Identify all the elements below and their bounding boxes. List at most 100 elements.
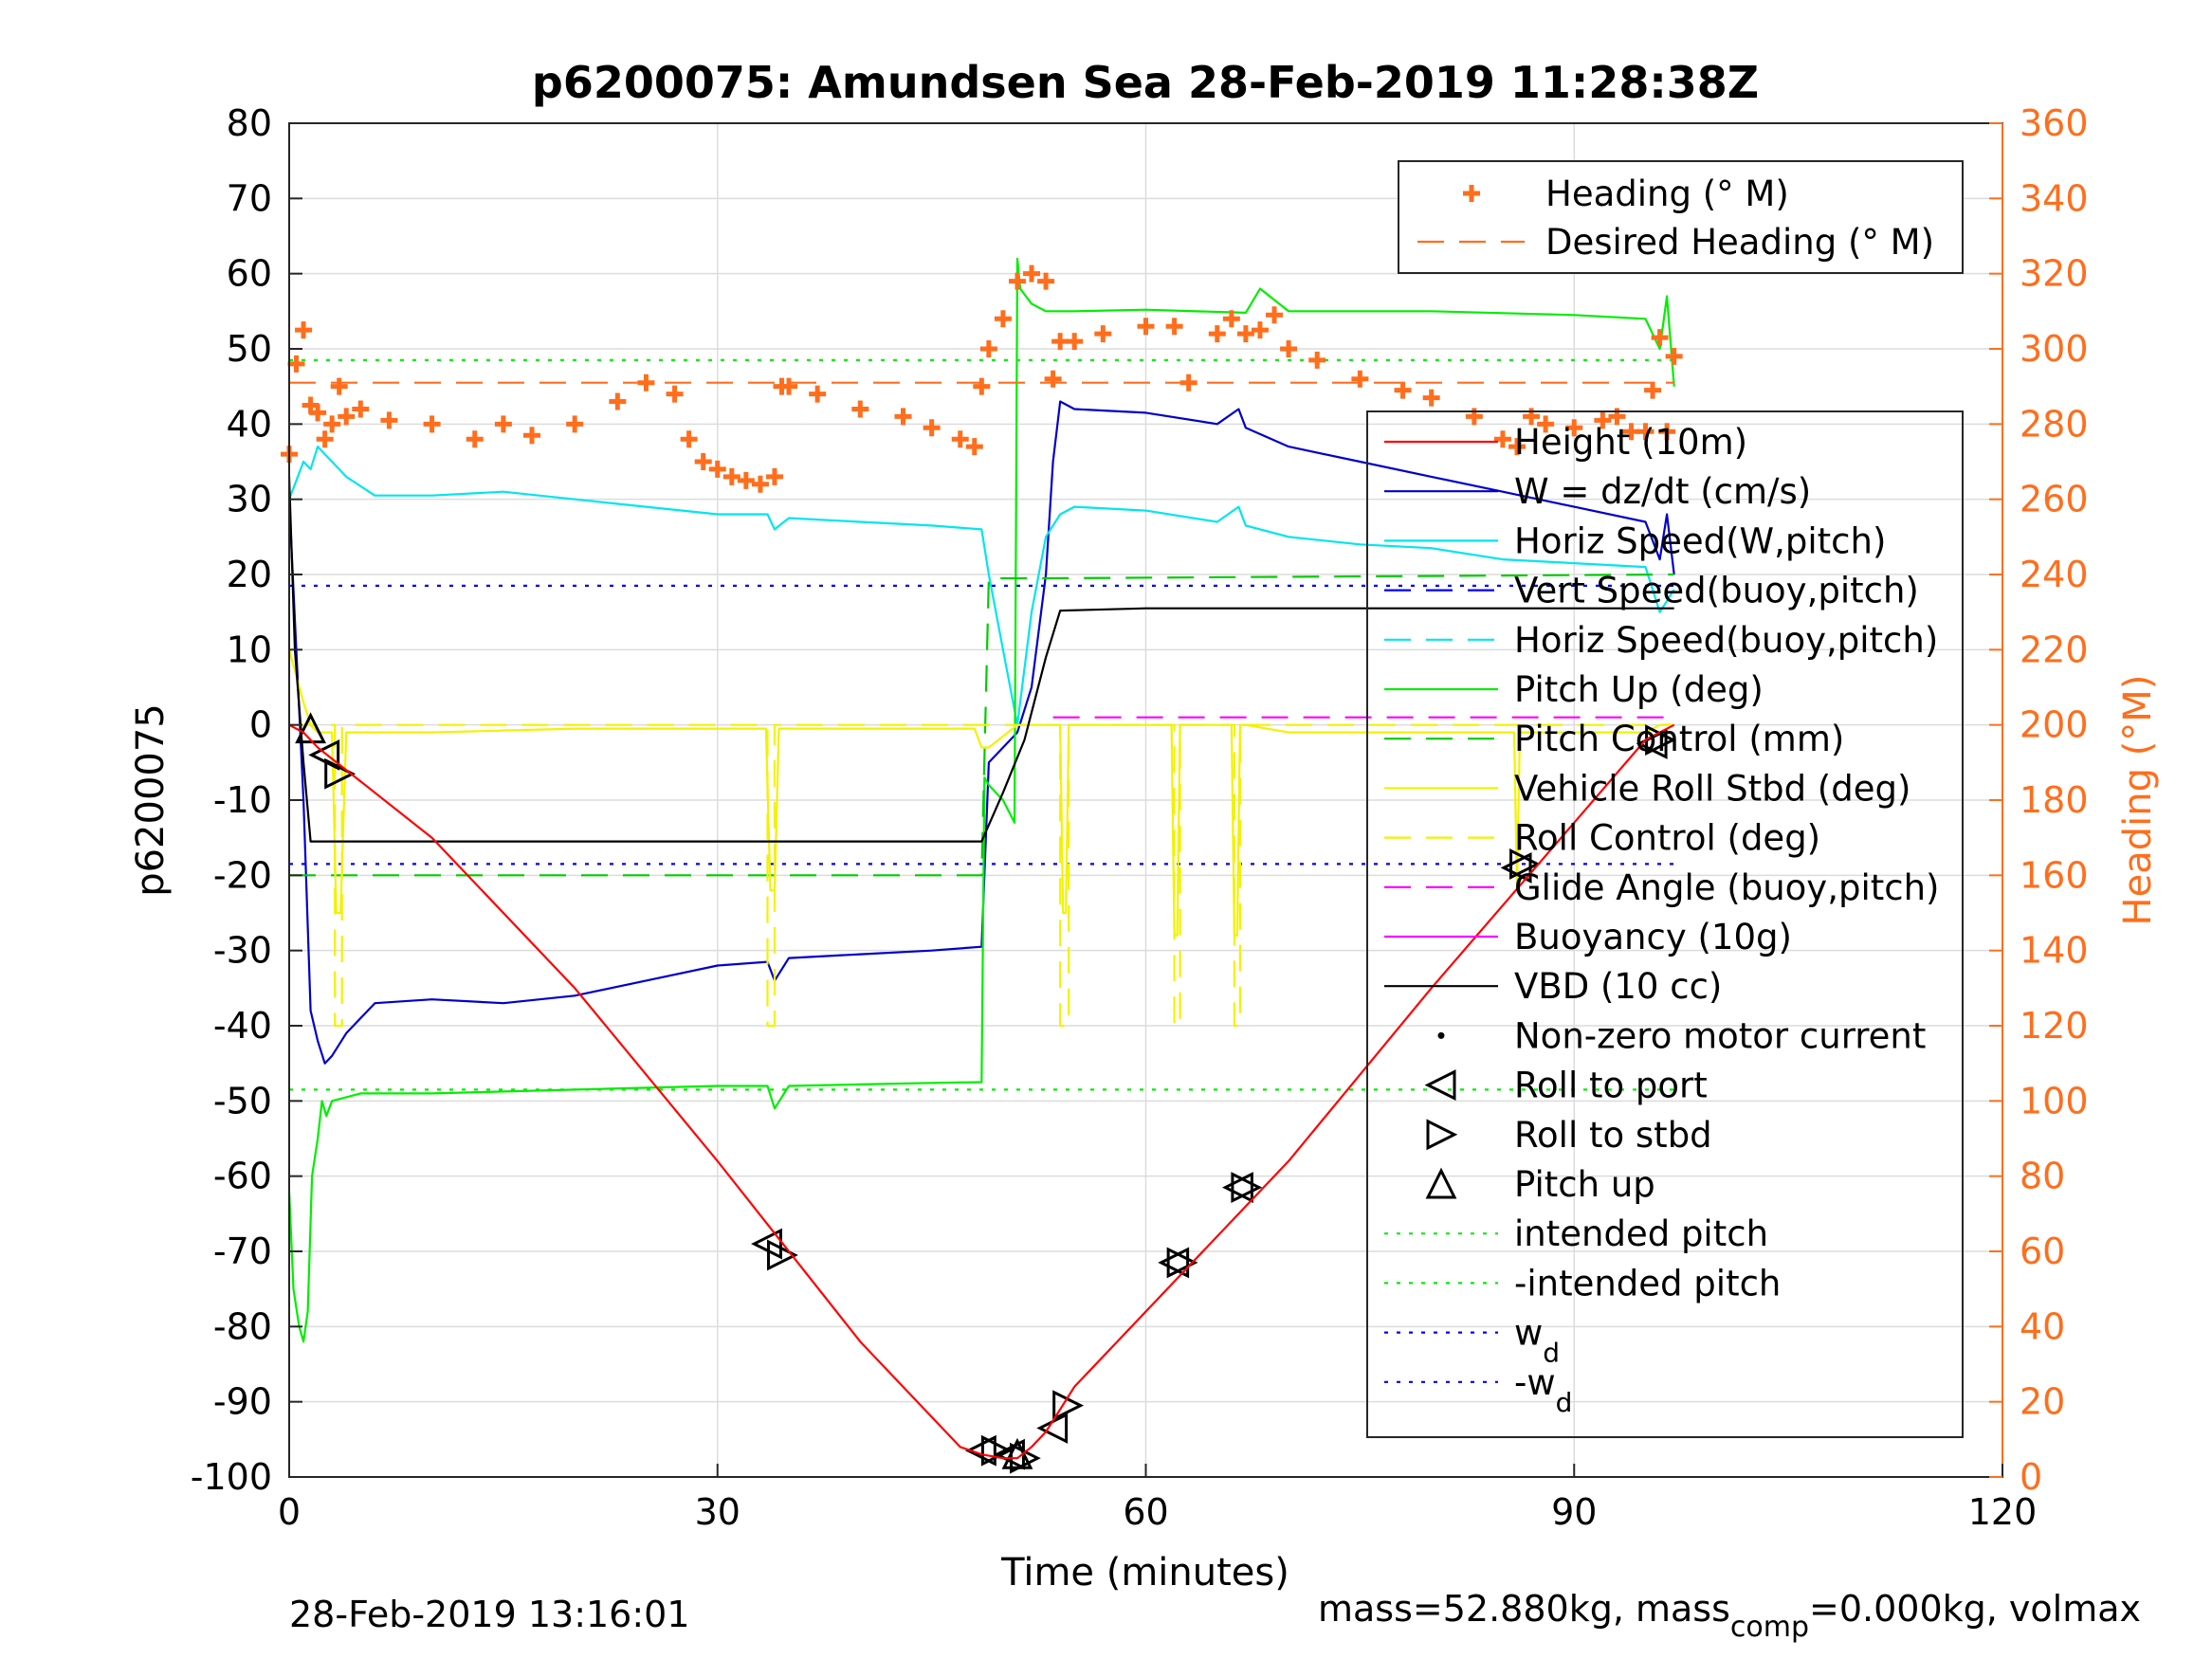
y2-tick-label: 360 xyxy=(2020,102,2089,144)
heading-m-point xyxy=(1251,321,1269,339)
roll-to-stbd-point xyxy=(324,757,356,790)
y2-tick-label: 240 xyxy=(2020,554,2089,595)
heading-m-point xyxy=(1266,306,1284,324)
footer-mass-sub: comp xyxy=(1730,1611,1809,1644)
heading-m-point xyxy=(566,415,584,433)
y-tick-label: 40 xyxy=(227,403,272,445)
heading-m-point xyxy=(722,467,740,485)
legend-top-label: Desired Heading (° M) xyxy=(1545,222,1934,263)
heading-m-point xyxy=(894,408,912,426)
legend-label-subscript: d xyxy=(1556,1387,1573,1418)
legend-label: Horiz Speed(buoy,pitch) xyxy=(1514,620,1938,661)
ticks: 0 30 60 90 12080706050403020100-10-20-30-40-… xyxy=(191,102,2089,1533)
heading-m-point xyxy=(1537,415,1555,433)
roll-control-deg-line xyxy=(289,723,1674,1028)
legend-top: Heading (° M) Desired Heading (° M) xyxy=(1398,160,1964,274)
pitch-up-point xyxy=(1001,1437,1033,1469)
heading-m-point xyxy=(1644,381,1662,399)
y2-tick-label: 160 xyxy=(2020,854,2089,896)
legend-swatch-roll-to-stbd xyxy=(1426,1119,1458,1151)
heading-m-point xyxy=(380,411,398,429)
heading-m-point xyxy=(1308,351,1326,369)
series-roll-control-deg xyxy=(289,723,1674,1028)
heading-m-point xyxy=(994,310,1012,328)
footer-mass: mass=52.880kg, masscomp=0.000kg, volmax xyxy=(1318,1588,2141,1644)
heading-m-point xyxy=(809,385,827,403)
chart-title: p6200075: Amundsen Sea 28-Feb-2019 11:28… xyxy=(532,57,1759,108)
y-tick-label: -80 xyxy=(213,1305,272,1347)
heading-m-point xyxy=(1044,370,1062,388)
legend-label: Height (10m) xyxy=(1514,422,1747,463)
heading-m-point xyxy=(1280,340,1298,357)
y2-tick-label: 120 xyxy=(2020,1005,2089,1047)
legend-swatch-pitch-up xyxy=(1425,1167,1457,1199)
y-tick-label: -100 xyxy=(191,1456,272,1498)
y2-tick-label: 0 xyxy=(2020,1456,2042,1498)
series-pitch-control-mm xyxy=(289,573,1674,877)
footer-mass-b: =0.000kg, volmax xyxy=(1809,1588,2141,1630)
x-tick-label: 120 xyxy=(1968,1491,2038,1533)
heading-m-point xyxy=(323,415,341,433)
series-layer xyxy=(281,257,1683,1474)
series-w-dz-dt-cm-s xyxy=(287,400,1675,1065)
heading-m-point xyxy=(1165,318,1183,336)
y-tick-label: 60 xyxy=(227,253,272,295)
heading-m-point xyxy=(609,392,627,410)
series-pitch-up-deg xyxy=(287,257,1675,1343)
heading-m-point xyxy=(666,385,684,403)
legend-label: Non-zero motor current xyxy=(1514,1015,1926,1056)
roll-to-stbd-point xyxy=(1166,1247,1198,1279)
heading-m-point xyxy=(851,400,869,418)
heading-m-point xyxy=(466,430,484,448)
legend-label: Pitch Control (mm) xyxy=(1514,719,1844,759)
height-10m-line xyxy=(288,723,1675,1460)
pitch-up-point xyxy=(295,712,327,744)
heading-m-point xyxy=(309,404,327,422)
legend-label: Roll to port xyxy=(1514,1066,1708,1106)
y-tick-label: -50 xyxy=(213,1080,272,1121)
footer-mass-a: mass=52.880kg, mass xyxy=(1318,1588,1730,1630)
x-tick-label: 0 xyxy=(278,1491,301,1533)
y2-tick-label: 100 xyxy=(2020,1080,2089,1121)
x-tick-label: 60 xyxy=(1123,1491,1168,1533)
y-tick-label: 70 xyxy=(227,177,272,219)
y-tick-label: 30 xyxy=(227,479,272,520)
heading-m-point xyxy=(1094,325,1112,343)
legend-label: -intended pitch xyxy=(1514,1263,1781,1304)
legend-swatch-non-zero-motor-current xyxy=(1437,1031,1445,1039)
heading-m-point xyxy=(1351,370,1369,388)
legend-label: W = dz/dt (cm/s) xyxy=(1514,471,1811,512)
heading-m-point xyxy=(1222,310,1240,328)
pitch-up-deg-line xyxy=(287,257,1675,1343)
y-tick-label: 50 xyxy=(227,328,272,370)
legend-label: Horiz Speed(W,pitch) xyxy=(1514,520,1886,561)
y-tick-label: -30 xyxy=(213,930,272,972)
y-tick-label: -70 xyxy=(213,1231,272,1272)
y-axis-label: p6200075 xyxy=(129,703,173,897)
legend-label: Glide Angle (buoy,pitch) xyxy=(1514,867,1939,908)
x-tick-label: 30 xyxy=(695,1491,740,1533)
y2-axis-label: Heading (°M) xyxy=(2116,675,2160,926)
heading-m-point xyxy=(965,438,983,456)
heading-m-point xyxy=(1658,423,1676,441)
heading-m-point xyxy=(1622,423,1640,441)
y-tick-label: 0 xyxy=(249,704,272,746)
y2-tick-label: 80 xyxy=(2020,1156,2065,1197)
y2-tick-label: 340 xyxy=(2020,177,2089,219)
y2-tick-label: 300 xyxy=(2020,328,2089,370)
y-tick-label: -20 xyxy=(213,854,272,896)
heading-m-point xyxy=(694,453,712,470)
y-tick-label: -90 xyxy=(213,1381,272,1423)
y-tick-label: -60 xyxy=(213,1156,272,1197)
y-tick-label: -10 xyxy=(213,779,272,821)
heading-m-point xyxy=(765,467,783,485)
y2-tick-label: 180 xyxy=(2020,779,2089,821)
legend-label-subscript: d xyxy=(1543,1338,1560,1369)
legend-heading-marker xyxy=(1463,185,1480,202)
heading-m-point xyxy=(680,430,698,448)
roll-to-stbd-point xyxy=(1231,1172,1263,1203)
y2-tick-label: 140 xyxy=(2020,930,2089,972)
roll-to-stbd-point xyxy=(1509,848,1541,880)
y-tick-label: 10 xyxy=(227,629,272,670)
